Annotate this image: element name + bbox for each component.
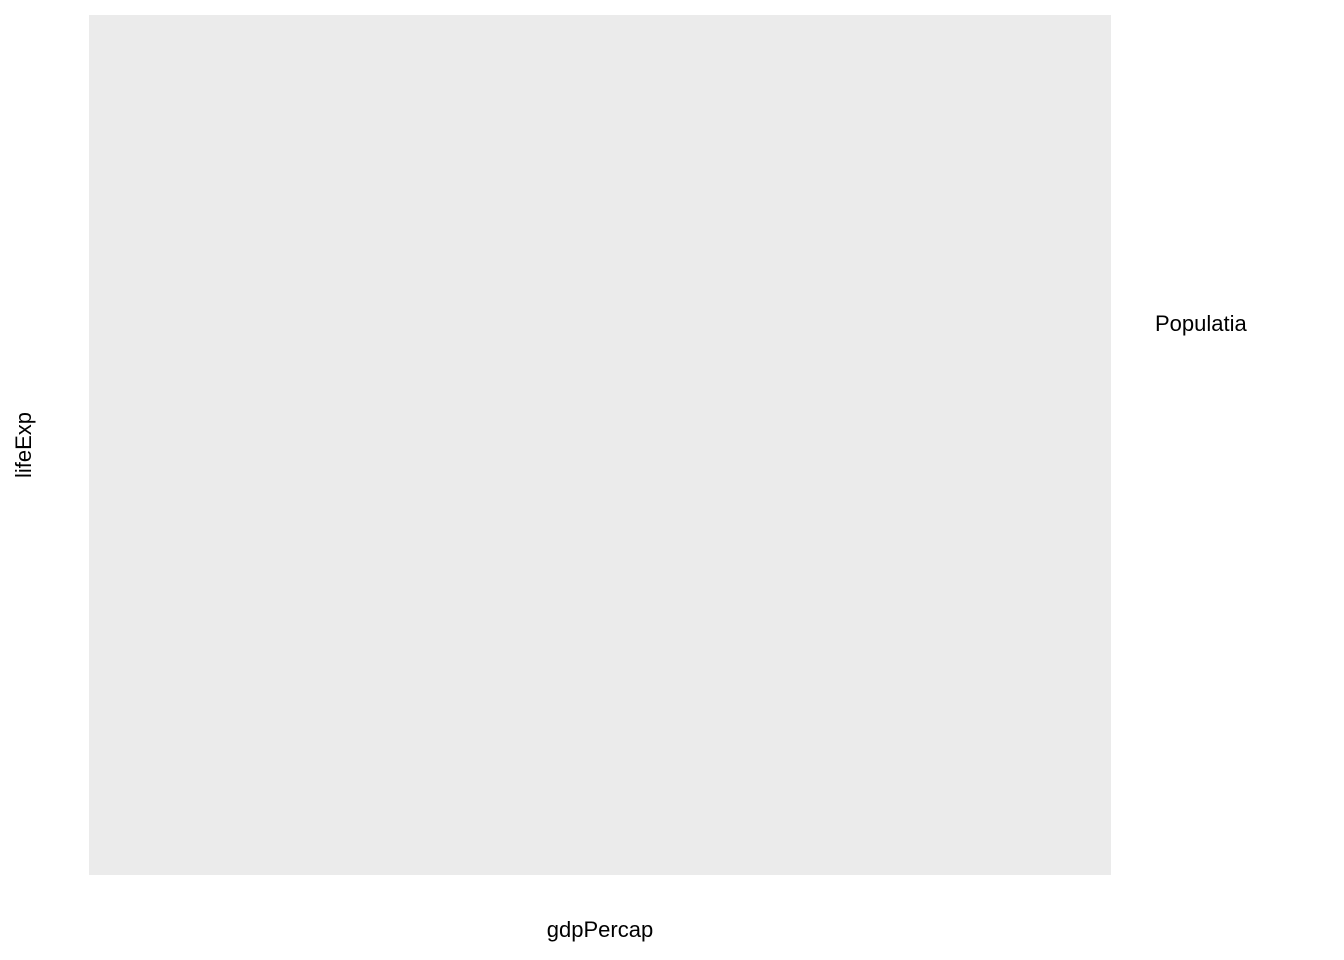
plot-panel bbox=[89, 15, 1111, 875]
legend: Populatia bbox=[1155, 311, 1248, 336]
x-axis-title: gdpPercap bbox=[547, 917, 653, 942]
y-axis-title: lifeExp bbox=[11, 412, 36, 478]
legend-title: Populatia bbox=[1155, 311, 1248, 336]
